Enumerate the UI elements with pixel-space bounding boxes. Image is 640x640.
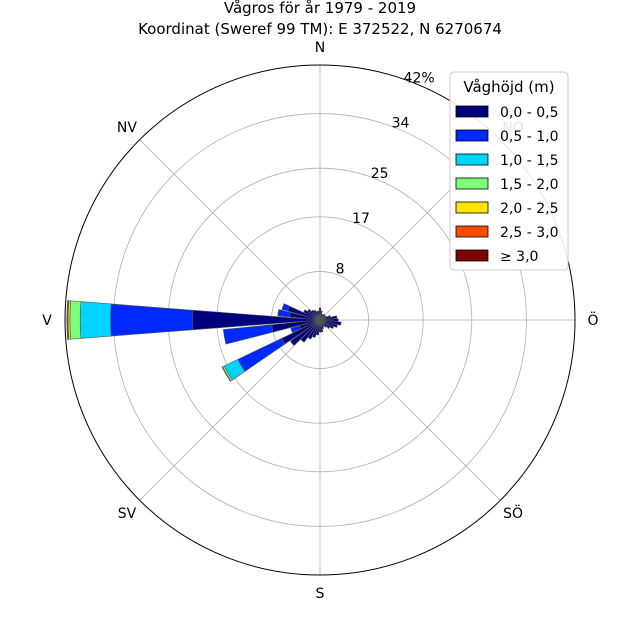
legend-entry: 0,5 - 1,0 [500,129,558,145]
grid-spoke [319,319,501,501]
rose-bar-segment [307,308,321,321]
outer-ring [64,64,576,576]
direction-label: NV [117,120,137,136]
rose-bar-segment [69,300,82,340]
rose-bar-segment [281,303,290,312]
legend-swatch [455,201,489,214]
direction-label: S [316,586,325,602]
radial-tick-label: 42% [404,71,435,87]
rose-bar-segment [290,325,302,333]
rose-bar-segment [277,309,291,318]
rose-bar-segment [313,309,321,321]
radial-tick-label: 17 [352,211,370,227]
rose-bar-segment [318,307,322,321]
direction-label: V [42,313,52,329]
direction-label: SÖ [503,504,523,522]
rose-bar-segment [319,315,338,321]
legend-entry: 1,5 - 2,0 [500,177,558,193]
legend-swatch [455,177,489,190]
rose-bar-segment [222,324,274,345]
legend-entry: 2,0 - 2,5 [500,201,558,217]
legend-swatch [455,225,489,238]
legend-swatch [455,249,489,262]
rose-bar-segment [307,319,321,340]
legend-frame [449,71,569,271]
rose-bar-segment [319,318,339,322]
legend-title: Våghöjd (m) [463,78,554,96]
legend-swatch [455,153,489,166]
grid-spoke [139,139,321,321]
rose-bar-segment [317,310,321,321]
chart-title: Vågros för år 1979 - 2019 [224,0,416,17]
rose-bars [66,300,342,382]
rose-bar-segment [221,366,232,382]
rose-bar-segment [311,309,321,321]
radial-tick-label: 25 [371,166,389,182]
radial-tick-label: 34 [392,116,410,132]
grid-spoke [139,319,321,501]
rose-bar-segment [110,303,194,337]
rose-bar-segment [237,337,286,372]
legend: Våghöjd (m) 0,0 - 0,5 0,5 - 1,0 1,0 - 1,5 1,… [449,71,569,271]
rose-bar-segment [79,301,112,339]
legend-entry: ≥ 3,0 [500,249,538,265]
legend-entry: 0,0 - 0,5 [500,105,558,121]
legend-swatch [455,129,489,142]
chart-subtitle: Koordinat (Sweref 99 TM): E 372522, N 62… [138,20,502,38]
direction-label: SV [118,506,137,522]
direction-label: N [315,40,325,56]
legend-entry: 2,5 - 3,0 [500,225,558,241]
rose-bar-segment [289,319,321,346]
radial-tick-labels: 8 17 25 34 42% [336,71,435,278]
polar-grid [64,64,576,576]
rose-bar-segment [66,300,69,340]
rose-bar-segment [300,319,321,343]
radial-tick-label: 8 [336,261,345,277]
legend-entry: 1,0 - 1,5 [500,153,558,169]
rose-bar-segment [303,309,321,321]
legend-swatch [455,105,489,118]
direction-label: Ö [587,311,598,329]
